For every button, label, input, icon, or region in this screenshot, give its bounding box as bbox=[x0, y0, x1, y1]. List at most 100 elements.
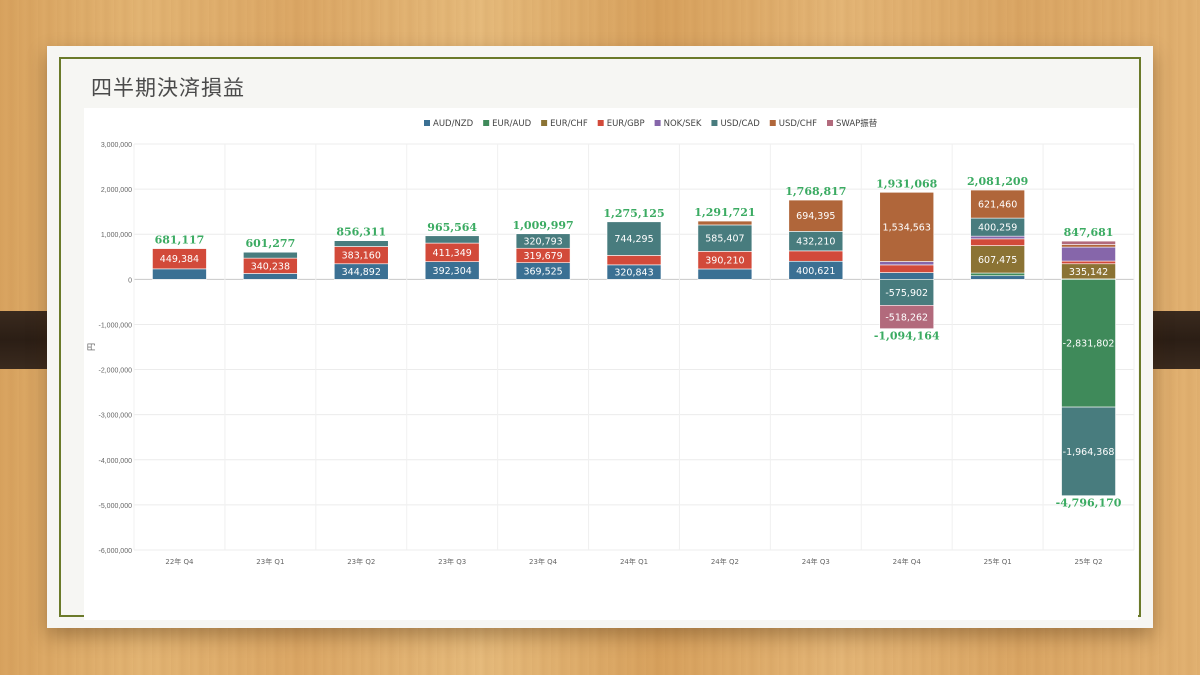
x-tick-label: 24年 Q1 bbox=[620, 557, 648, 566]
legend-swatch bbox=[711, 120, 718, 126]
bar-segment bbox=[970, 235, 1025, 240]
bar-segment bbox=[970, 238, 1025, 246]
legend-swatch bbox=[827, 120, 834, 126]
total-label: 601,277 bbox=[245, 237, 295, 250]
total-label: 681,117 bbox=[155, 234, 205, 247]
data-label: -575,902 bbox=[885, 288, 928, 299]
legend-swatch bbox=[769, 120, 776, 126]
total-label: -4,796,170 bbox=[1056, 497, 1122, 510]
bar-segment bbox=[333, 240, 389, 247]
bar-segment bbox=[879, 279, 935, 306]
data-label: -518,262 bbox=[885, 313, 928, 324]
y-tick-label: -2,000,000 bbox=[99, 368, 133, 375]
legend-label: USD/CHF bbox=[779, 119, 817, 129]
legend-swatch bbox=[597, 120, 604, 126]
bar-segment bbox=[1061, 246, 1116, 262]
data-label: 1,534,563 bbox=[883, 222, 931, 233]
bar-segment bbox=[697, 224, 753, 252]
total-label: 1,931,068 bbox=[876, 177, 938, 190]
legend-label: EUR/AUD bbox=[492, 119, 531, 129]
bar-segment bbox=[970, 272, 1025, 277]
data-label: 344,892 bbox=[342, 267, 381, 278]
data-label: -1,964,368 bbox=[1063, 447, 1115, 458]
bar-segment bbox=[879, 264, 935, 273]
total-label: 1,768,817 bbox=[785, 185, 846, 198]
total-label: 856,311 bbox=[336, 226, 386, 239]
y-tick-label: -5,000,000 bbox=[99, 503, 133, 510]
data-label: 411,349 bbox=[433, 248, 472, 259]
y-tick-label: -6,000,000 bbox=[99, 548, 133, 555]
bar-segment bbox=[606, 255, 662, 266]
bar-segment bbox=[1061, 244, 1116, 248]
data-label: 390,210 bbox=[705, 256, 744, 267]
bar-segment bbox=[879, 272, 935, 280]
bar-segment bbox=[424, 235, 480, 244]
data-label: 340,238 bbox=[251, 261, 290, 272]
data-label: 320,793 bbox=[523, 237, 562, 248]
data-label: 392,304 bbox=[433, 266, 472, 277]
data-label: 335,142 bbox=[1069, 267, 1108, 278]
x-tick-label: 23年 Q4 bbox=[529, 557, 558, 566]
bar-segment bbox=[879, 305, 935, 329]
bar-segment bbox=[1061, 279, 1116, 408]
y-tick-label: -4,000,000 bbox=[99, 458, 133, 465]
total-label: 965,564 bbox=[427, 221, 477, 234]
data-label: 400,621 bbox=[796, 266, 835, 277]
bar-segment bbox=[1061, 260, 1116, 265]
total-label: 1,275,125 bbox=[603, 207, 664, 220]
data-label: 585,407 bbox=[705, 234, 744, 245]
x-tick-label: 23年 Q2 bbox=[347, 557, 375, 566]
legend-label: EUR/CHF bbox=[550, 119, 588, 129]
x-tick-label: 25年 Q1 bbox=[984, 557, 1012, 566]
bar-segment bbox=[243, 251, 298, 259]
legend-swatch bbox=[424, 120, 430, 126]
total-label: -1,094,164 bbox=[874, 330, 940, 343]
data-label: 449,384 bbox=[160, 254, 199, 265]
data-label: 694,395 bbox=[796, 211, 835, 222]
data-label: 369,525 bbox=[523, 266, 562, 277]
y-tick-label: 1,000,000 bbox=[101, 232, 132, 239]
bar-segment bbox=[606, 221, 662, 256]
legend-label: EUR/GBP bbox=[607, 119, 645, 129]
page-title: 四半期決済損益 bbox=[91, 76, 245, 100]
bar-segment bbox=[970, 189, 1025, 219]
data-label: 319,679 bbox=[523, 251, 562, 262]
legend-swatch bbox=[541, 120, 548, 126]
y-tick-label: -3,000,000 bbox=[99, 413, 133, 420]
bar-segment bbox=[697, 220, 753, 226]
bar-segment bbox=[515, 233, 571, 249]
bar-segment bbox=[788, 250, 844, 262]
x-tick-label: 22年 Q4 bbox=[165, 557, 194, 566]
legend-label: USD/CAD bbox=[720, 119, 760, 129]
bar-segment bbox=[788, 199, 844, 232]
y-tick-label: -1,000,000 bbox=[99, 322, 133, 329]
bar-segment bbox=[697, 268, 753, 280]
total-label: 847,681 bbox=[1064, 226, 1114, 239]
legend-swatch bbox=[654, 120, 661, 126]
bar-segment bbox=[1061, 406, 1116, 496]
data-label: 383,160 bbox=[342, 251, 381, 262]
x-tick-label: 24年 Q4 bbox=[893, 557, 922, 566]
total-label: 1,009,997 bbox=[512, 219, 573, 232]
data-label: 320,843 bbox=[614, 268, 653, 279]
bar-segment bbox=[152, 268, 207, 280]
data-label: 400,259 bbox=[978, 223, 1017, 234]
x-tick-label: 24年 Q3 bbox=[802, 557, 830, 566]
chart-area: 3,000,000 2,000,000 1,000,000 0 -1,000,000 -2… bbox=[84, 108, 1138, 620]
data-label: 744,295 bbox=[614, 234, 653, 245]
data-label: 621,460 bbox=[978, 200, 1017, 211]
x-tick-label: 25年 Q2 bbox=[1074, 557, 1102, 566]
bar-segment bbox=[879, 261, 935, 266]
data-label: -2,831,802 bbox=[1063, 339, 1115, 350]
bar-segment bbox=[970, 275, 1025, 280]
stacked-bar-chart: 3,000,000 2,000,000 1,000,000 0 -1,000,000 -2… bbox=[87, 118, 1135, 566]
legend-swatch bbox=[483, 120, 490, 126]
y-axis-label: 円 bbox=[87, 343, 96, 351]
bar-segment bbox=[1061, 240, 1116, 245]
y-tick-label: 0 bbox=[128, 277, 132, 284]
x-tick-label: 23年 Q3 bbox=[438, 557, 466, 566]
y-tick-label: 2,000,000 bbox=[101, 187, 132, 194]
legend-label: AUD/NZD bbox=[433, 119, 474, 129]
legend-label: SWAP振替 bbox=[836, 118, 878, 129]
total-label: 2,081,209 bbox=[967, 175, 1028, 188]
